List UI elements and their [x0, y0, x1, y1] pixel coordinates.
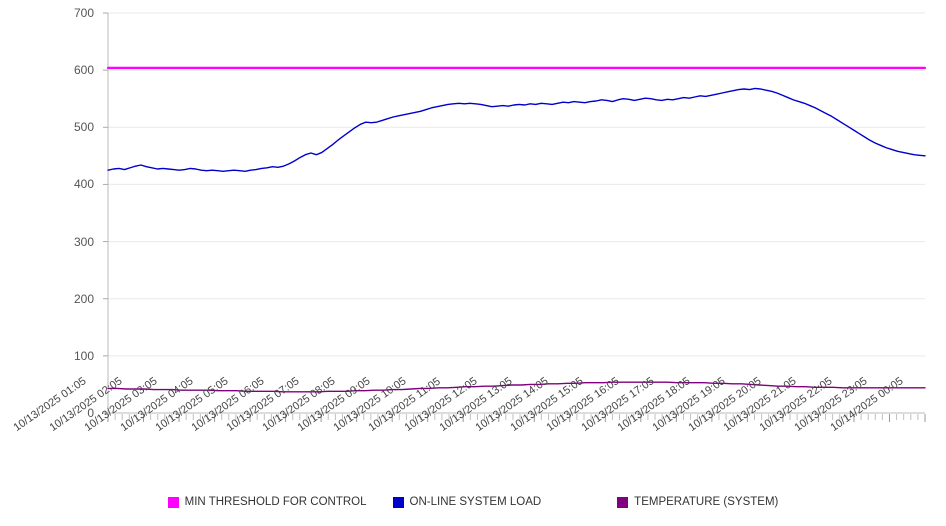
- y-tick-label: 600: [73, 63, 94, 78]
- y-tick-label: 100: [73, 348, 94, 363]
- legend-item[interactable]: ON-LINE SYSTEM LOAD: [392, 496, 542, 508]
- legend-color-swatch-icon: [392, 496, 404, 508]
- legend-item[interactable]: MIN THRESHOLD FOR CONTROL: [167, 496, 367, 508]
- legend-item-label: TEMPERATURE (SYSTEM): [634, 496, 779, 508]
- x-minor-ticks: [107, 414, 926, 422]
- legend-item-label: MIN THRESHOLD FOR CONTROL: [184, 496, 367, 508]
- y-tick-label: 400: [73, 177, 94, 192]
- legend-color-swatch-icon: [167, 496, 179, 508]
- series-line-2: [107, 381, 926, 393]
- y-tick-label: 200: [73, 291, 94, 306]
- series-paths: [106, 66, 927, 393]
- axis-lines: [107, 13, 925, 414]
- y-major-ticks: [103, 12, 108, 414]
- legend-item[interactable]: TEMPERATURE (SYSTEM): [617, 496, 778, 508]
- y-tick-label: 300: [73, 234, 94, 249]
- legend-color-swatch-icon: [617, 496, 629, 508]
- legend-item-label: ON-LINE SYSTEM LOAD: [409, 496, 542, 508]
- y-tick-label: 500: [73, 120, 94, 135]
- series-line-1: [107, 87, 926, 172]
- y-tick-label: 700: [73, 6, 94, 20]
- gridlines: [108, 12, 925, 414]
- chart-legend: MIN THRESHOLD FOR CONTROL ON-LINE SYSTEM …: [0, 496, 946, 508]
- y-tick-label: 0: [87, 406, 94, 420]
